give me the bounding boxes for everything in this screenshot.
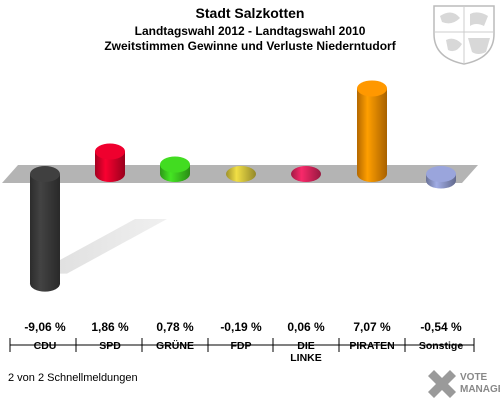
value-label-cdu: -9,06 % <box>24 320 66 334</box>
category-label-fdp: FDP <box>231 340 252 352</box>
chart-subtitle-2: Zweitstimmen Gewinne und Verluste Nieder… <box>104 39 396 53</box>
category-label-gr-ne: GRÜNE <box>156 339 194 352</box>
bars-group <box>30 80 456 292</box>
bar-body-piraten <box>357 88 387 174</box>
value-label-sonstige: -0,54 % <box>420 320 462 334</box>
bar-shadow-cdu <box>35 219 167 274</box>
bar-die-linke <box>291 166 321 182</box>
bar-cap-piraten <box>357 80 387 97</box>
value-label-die-linke: 0,06 % <box>287 320 325 334</box>
bar-piraten <box>357 80 387 182</box>
bar-bottom-cdu <box>30 275 60 292</box>
category-labels: CDU SPD GRÜNE FDP DIE LINKE PIRATEN Sonstige <box>34 339 464 364</box>
bar-body-cdu <box>30 174 60 284</box>
bar-sonstige <box>426 166 456 189</box>
votemanager-logo-icon: VOTE MANAGER <box>428 370 500 398</box>
bar-fdp <box>226 166 256 182</box>
value-label-spd: 1,86 % <box>91 320 129 334</box>
bar-shadows <box>35 219 167 274</box>
logo-text-vote: VOTE <box>460 372 488 383</box>
chart-title: Stadt Salzkotten <box>196 5 305 21</box>
bar-cap-die-linke <box>291 166 321 182</box>
value-label-piraten: 7,07 % <box>353 320 391 334</box>
bar-cdu <box>30 166 60 292</box>
bar-cap-gr-ne <box>160 156 190 173</box>
value-label-gr-ne: 0,78 % <box>156 320 194 334</box>
category-label-spd: SPD <box>99 340 121 352</box>
category-label-cdu: CDU <box>34 340 57 352</box>
bar-cap-fdp <box>226 166 256 182</box>
bar-bottom-piraten <box>357 166 387 182</box>
chart-subtitle: Landtagswahl 2012 - Landtagswahl 2010 <box>135 24 366 38</box>
bar-cap-spd <box>95 143 125 160</box>
category-label-die-linke: DIE LINKE <box>290 340 322 364</box>
bar-bottom-spd <box>95 166 125 182</box>
category-label-sonstige: Sonstige <box>419 340 463 352</box>
bar-cap-sonstige <box>426 166 456 182</box>
category-label-piraten: PIRATEN <box>349 340 394 352</box>
value-label-fdp: -0,19 % <box>220 320 262 334</box>
category-axis <box>9 338 475 352</box>
nrw-coat-of-arms-icon <box>433 5 495 65</box>
bar-spd <box>95 143 125 182</box>
value-labels: -9,06 % 1,86 % 0,78 % -0,19 % 0,06 % 7,07 % -0… <box>24 320 462 334</box>
footer-note: 2 von 2 Schnellmeldungen <box>8 372 138 384</box>
logo-text-manager: MANAGER <box>460 384 500 395</box>
bar-gr-ne <box>160 156 190 182</box>
bar-cap-cdu <box>30 166 60 182</box>
